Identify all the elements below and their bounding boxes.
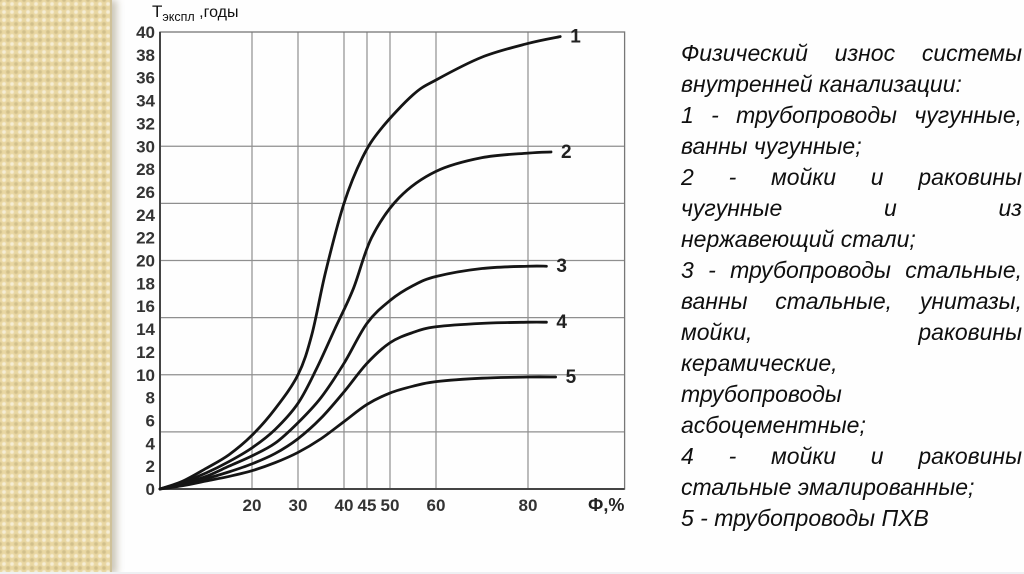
legend-line: 3 - трубопроводы стальные, (681, 257, 1022, 283)
y-tick-28: 28 (136, 160, 155, 179)
x-tick-50: 50 (381, 496, 400, 515)
legend-line: нержавеющий стали; (681, 226, 916, 252)
x-axis-label: Ф,% (588, 495, 624, 515)
x-tick-45: 45 (358, 496, 377, 515)
legend-line: 2 - мойки и раковины (681, 164, 1022, 190)
y-tick-30: 30 (136, 137, 155, 156)
decorative-side-strip (0, 0, 112, 574)
legend-line: стальные эмалированные; (681, 474, 975, 500)
curve-label-2: 2 (561, 142, 572, 163)
x-tick-40: 40 (335, 496, 354, 515)
x-tick-30: 30 (289, 496, 308, 515)
legend-line: 5 - трубопроводы ПХВ (681, 505, 929, 531)
y-tick-0: 0 (146, 480, 155, 499)
y-tick-12: 12 (136, 343, 155, 362)
legend-item-4: 4 - мойки и раковины стальные эмалированн… (681, 441, 1022, 503)
y-tick-38: 38 (136, 46, 155, 65)
legend-item-1: 1 - трубопроводы чугунные, ванны чугунные… (681, 100, 1022, 162)
curve-label-3: 3 (556, 256, 567, 277)
curve-label-4: 4 (556, 312, 567, 333)
y-tick-4: 4 (146, 434, 156, 453)
y-tick-14: 14 (136, 320, 155, 339)
slide-bottom-edge (0, 572, 1024, 574)
legend-item-5: 5 - трубопроводы ПХВ (681, 503, 1022, 534)
legend-line: 4 - мойки и раковины (681, 443, 1022, 469)
curve-3 (158, 264, 548, 491)
curve-label-5: 5 (566, 367, 577, 388)
y-tick-2: 2 (146, 457, 155, 476)
y-tick-36: 36 (136, 69, 155, 88)
y-tick-26: 26 (136, 183, 155, 202)
legend-line: Физический износ системы (681, 40, 1022, 66)
y-tick-8: 8 (146, 389, 155, 408)
legend-line: асбоцементные; (681, 412, 866, 438)
y-tick-22: 22 (136, 229, 155, 248)
legend-line: мойки, раковины (681, 319, 1022, 345)
y-tick-6: 6 (146, 411, 155, 430)
legend-line: керамические, (681, 350, 838, 376)
y-tick-40: 40 (136, 23, 155, 42)
y-tick-16: 16 (136, 297, 155, 316)
y-tick-20: 20 (136, 252, 155, 271)
x-tick-20: 20 (243, 496, 262, 515)
y-tick-32: 32 (136, 114, 155, 133)
legend-item-0: Физический износ системы внутренней канал… (681, 38, 1022, 100)
wear-chart: 1 2 3 4 5 0 2 4 6 8 10 12 14 16 18 20 22 24 26 28 30 32 34 36 38… (130, 0, 675, 520)
legend-line: внутренней канализации: (681, 71, 962, 97)
y-tick-24: 24 (136, 206, 155, 225)
legend-item-2: 2 - мойки и раковины чугунные и из нержаве… (681, 162, 1022, 255)
x-tick-80: 80 (519, 496, 538, 515)
curve-1 (158, 35, 562, 491)
curve-5 (158, 375, 557, 491)
chart-legend: Физический износ системы внутренней канал… (681, 38, 1022, 534)
y-tick-34: 34 (136, 92, 155, 111)
legend-line: трубопроводы (681, 381, 842, 407)
curve-2 (158, 150, 553, 491)
x-tick-60: 60 (427, 496, 446, 515)
y-tick-10: 10 (136, 366, 155, 385)
legend-line: ванны чугунные; (681, 133, 862, 159)
legend-line: чугунные и из (681, 195, 1022, 221)
y-axis-title: Тэкспл ,годы (152, 2, 238, 24)
legend-item-3: 3 - трубопроводы стальные, ванны стальные… (681, 255, 1022, 441)
wear-chart-svg: 1234502468101214161820222426283032343638… (136, 2, 626, 515)
y-tick-18: 18 (136, 274, 155, 293)
legend-line: 1 - трубопроводы чугунные, (681, 102, 1022, 128)
curve-4 (158, 320, 548, 491)
legend-line: ванны стальные, унитазы, (681, 288, 1022, 314)
curve-label-1: 1 (570, 27, 581, 48)
